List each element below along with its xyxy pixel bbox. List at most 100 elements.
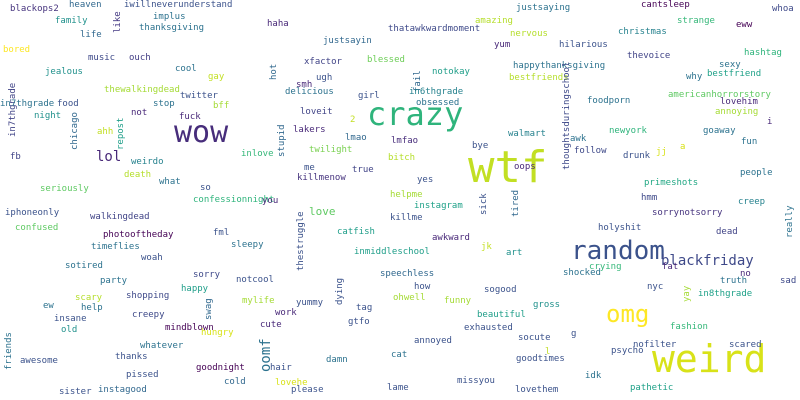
word-thoughtsduringschool: thoughtsduringschool: [562, 61, 572, 170]
word-sorrynotsorry: sorrynotsorry: [652, 208, 723, 218]
word-fun: fun: [741, 137, 758, 147]
word-old: old: [61, 325, 78, 335]
word-dying: dying: [335, 277, 345, 305]
word-creep: creep: [738, 197, 766, 207]
word-scary: scary: [75, 293, 103, 303]
word-sogood: sogood: [484, 285, 517, 295]
word-ugh: ugh: [316, 73, 333, 83]
word-really: really: [785, 205, 795, 238]
word-not: not: [131, 108, 148, 118]
word-tired: tired: [511, 189, 521, 217]
word-weird: weird: [652, 337, 767, 381]
word-hilarious: hilarious: [559, 40, 608, 50]
word-primeshots: primeshots: [644, 178, 699, 188]
word-friends: friends: [4, 332, 14, 370]
word-so: so: [200, 183, 211, 193]
word-iwillneverunderstand: iwillneverunderstand: [124, 0, 233, 10]
word-heaven: heaven: [69, 0, 102, 10]
word-fat: fat: [662, 262, 679, 272]
word-beautiful: beautiful: [477, 310, 526, 320]
word-thewalkingdead: thewalkingdead: [104, 85, 180, 95]
word-speechless: speechless: [380, 269, 435, 279]
word-lovehim: lovehim: [720, 97, 758, 107]
word-random: random: [571, 236, 665, 266]
word-whoa: whoa: [772, 4, 794, 14]
word-amazing: amazing: [475, 16, 513, 26]
word-mylife: mylife: [242, 296, 275, 306]
word-nyc: nyc: [647, 282, 664, 292]
word-crazy: crazy: [367, 95, 464, 133]
word-death: death: [124, 170, 152, 180]
word-dead: dead: [716, 227, 738, 237]
word-notcool: notcool: [236, 275, 274, 285]
word-lame: lame: [387, 383, 409, 393]
word-nofilter: nofilter: [633, 340, 677, 350]
word-jj: jj: [656, 147, 667, 157]
word-thestruggle: thestruggle: [296, 211, 306, 271]
word-happythanksgiving: happythanksgiving: [513, 61, 606, 71]
word-scared: scared: [729, 340, 762, 350]
word-socute: socute: [518, 333, 551, 343]
word-woah: woah: [141, 253, 163, 263]
word-girl: girl: [358, 91, 380, 101]
word-shopping: shopping: [126, 291, 170, 301]
word-sotired: sotired: [65, 261, 103, 271]
word-in8thgrade: in8thgrade: [698, 289, 753, 299]
word-food: food: [57, 99, 79, 109]
word-blessed: blessed: [367, 55, 405, 65]
word-wtf: wtf: [468, 142, 548, 193]
word-follow: follow: [574, 146, 607, 156]
word-hot: hot: [269, 63, 279, 80]
word-g: g: [571, 329, 577, 339]
word-confessionnight: confessionnight: [193, 195, 275, 205]
word-lovehe: lovehe: [275, 378, 308, 388]
word-notokay: notokay: [432, 67, 470, 77]
word-sad: sad: [780, 276, 797, 286]
word-exhausted: exhausted: [464, 323, 513, 333]
word-bestfriend: bestfriend: [707, 69, 762, 79]
word-sister: sister: [59, 387, 92, 397]
word-psycho: psycho: [611, 346, 644, 356]
word-why: why: [686, 72, 703, 82]
word-pathetic: pathetic: [630, 383, 674, 393]
word-work: work: [275, 308, 297, 318]
word-killmenow: killmenow: [297, 173, 346, 183]
word-catfish: catfish: [337, 227, 375, 237]
word-idk: idk: [585, 371, 602, 381]
word-sleepy: sleepy: [231, 240, 264, 250]
word-in7thgrade: in7thgrade: [8, 82, 18, 137]
word-walmart: walmart: [508, 129, 546, 139]
word-goodtimes: goodtimes: [516, 354, 565, 364]
word-how: how: [414, 282, 431, 292]
word-xfactor: xfactor: [304, 57, 342, 67]
word-yes: yes: [417, 175, 434, 185]
word-tag: tag: [356, 303, 373, 313]
word-killme: killme: [390, 213, 423, 223]
word-fb: fb: [10, 152, 21, 162]
word-justsayin: justsayin: [323, 36, 372, 46]
word-crying: crying: [589, 262, 622, 272]
word-true: true: [352, 165, 374, 175]
word-stupid: stupid: [277, 124, 287, 157]
word-fml: fml: [213, 228, 230, 238]
word-lakers: lakers: [293, 125, 326, 135]
word-photooftheday: photooftheday: [103, 230, 174, 240]
word-insane: insane: [54, 314, 87, 324]
word-twitter: twitter: [180, 91, 218, 101]
word-family: family: [55, 16, 88, 26]
word-l: l: [545, 347, 551, 357]
word-in6thgrade: in6thgrade: [409, 87, 464, 97]
word-sorry: sorry: [193, 270, 221, 280]
word-funny: funny: [444, 296, 472, 306]
word-smh: smh: [296, 80, 313, 90]
word-awk: awk: [570, 134, 587, 144]
word-lmfao: lmfao: [391, 136, 419, 146]
word-swag: swag: [204, 298, 214, 320]
word-truth: truth: [720, 276, 748, 286]
word-goodnight: goodnight: [196, 363, 245, 373]
word-happy: happy: [181, 284, 209, 294]
word-cute: cute: [260, 320, 282, 330]
word-ew: ew: [43, 301, 54, 311]
word-americanhorrorstory: americanhorrorstory: [668, 90, 771, 100]
word-no: no: [740, 269, 751, 279]
